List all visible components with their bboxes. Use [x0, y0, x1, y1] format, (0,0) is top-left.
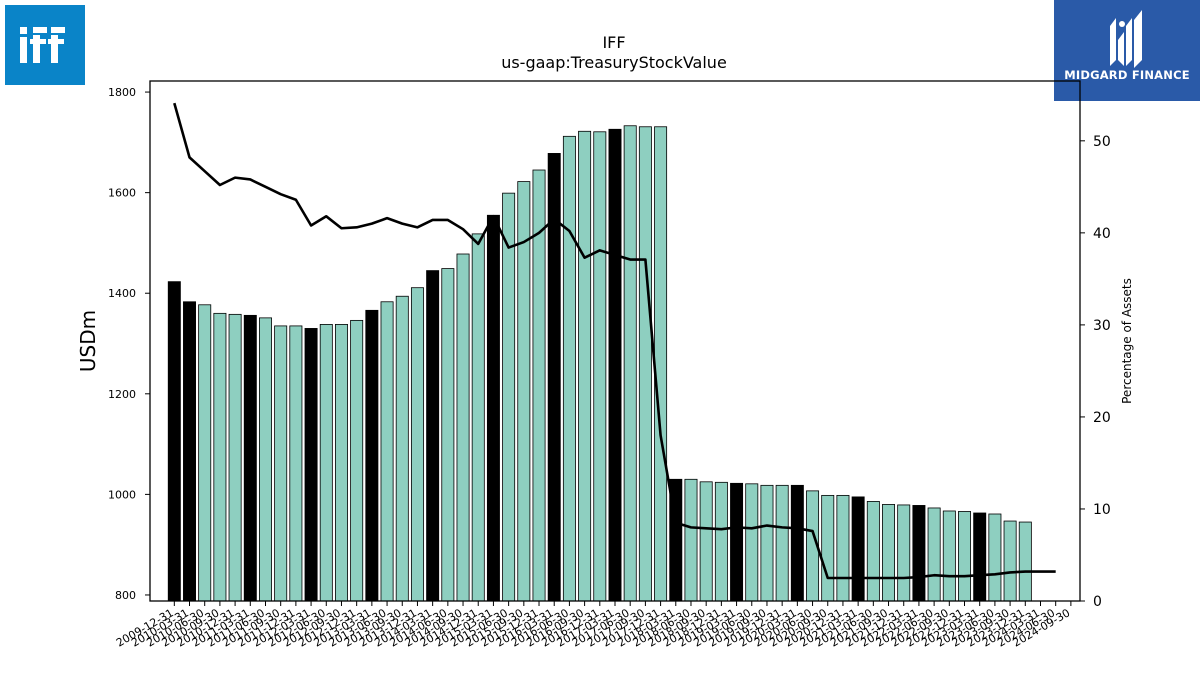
- bar: [380, 301, 394, 602]
- bar: [593, 131, 607, 602]
- bar: [365, 309, 379, 602]
- bar: [775, 484, 789, 602]
- bar: [183, 301, 196, 602]
- midgard-logo-mark: [1110, 10, 1142, 68]
- y2-tick-label: 30: [1093, 318, 1111, 334]
- bar: [456, 253, 470, 602]
- bar: [638, 126, 652, 602]
- bar: [745, 483, 759, 602]
- y2-tick-label: 0: [1093, 594, 1102, 610]
- y2-tick-label: 40: [1093, 226, 1111, 242]
- bar: [213, 312, 227, 602]
- chart-title: IFF: [602, 33, 625, 52]
- bar-series: [167, 125, 1032, 602]
- bar: [882, 504, 896, 602]
- midgard-finance-logo: [1054, 0, 1200, 101]
- bar: [228, 313, 242, 602]
- bar: [714, 481, 728, 602]
- iff-logo-mark: [20, 27, 65, 63]
- percentage-line: [173, 102, 1056, 580]
- bar: [973, 512, 987, 602]
- bar: [350, 319, 364, 602]
- y-tick-label: 1800: [108, 86, 136, 99]
- bar: [426, 270, 440, 602]
- y2-tick-label: 10: [1093, 502, 1111, 518]
- bar: [699, 481, 713, 602]
- bar: [410, 287, 424, 602]
- y-axis-right: 0 10 20 30 40 50: [1080, 134, 1111, 610]
- iff-logo-background: [5, 5, 85, 85]
- y-tick-label: 800: [115, 589, 136, 602]
- bar: [259, 317, 272, 602]
- y-tick-label: 1400: [108, 287, 136, 300]
- y2-axis-label: Percentage of Assets: [1120, 278, 1134, 404]
- bar: [471, 233, 485, 602]
- bar: [441, 268, 455, 602]
- x-axis: 2009-12-312010-03-312010-06-302010-09-30…: [114, 601, 1072, 650]
- bar: [623, 125, 637, 602]
- bar: [334, 324, 348, 602]
- bar: [608, 128, 622, 602]
- bar: [790, 484, 804, 602]
- bar: [760, 484, 774, 602]
- bar: [1003, 520, 1017, 602]
- bar: [942, 510, 956, 602]
- bar: [836, 494, 850, 602]
- y2-tick-label: 20: [1093, 410, 1111, 426]
- bar: [486, 214, 500, 602]
- iff-logo: [5, 5, 85, 85]
- bar: [988, 513, 1002, 602]
- bar: [851, 496, 865, 602]
- bar: [167, 281, 181, 602]
- bar: [243, 314, 257, 602]
- bar: [319, 324, 333, 602]
- chart-subtitle: us-gaap:TreasuryStockValue: [501, 53, 727, 72]
- y-axis-label: USDm: [76, 310, 100, 372]
- bar: [198, 304, 212, 602]
- y-axis-left: 800 1000 1200 1400 1600 1800: [108, 86, 150, 602]
- y-tick-label: 1200: [108, 388, 136, 401]
- bar: [927, 507, 941, 602]
- y-tick-label: 1000: [108, 488, 136, 501]
- bar: [578, 130, 592, 602]
- midgard-logo-text: MIDGARD FINANCE: [1064, 68, 1190, 82]
- bar: [821, 494, 835, 602]
- line-series: [173, 102, 1056, 580]
- y2-tick-label: 50: [1093, 134, 1111, 150]
- bar: [958, 511, 971, 602]
- bar: [562, 135, 576, 602]
- bar: [912, 505, 926, 602]
- bar: [866, 501, 880, 602]
- bar: [304, 328, 318, 602]
- bar: [274, 325, 288, 602]
- bar: [1018, 521, 1032, 602]
- bar: [654, 126, 668, 602]
- bar: [897, 504, 911, 602]
- bar: [395, 295, 409, 602]
- bar: [289, 325, 303, 602]
- y-tick-label: 1600: [108, 187, 136, 200]
- bar: [502, 192, 516, 602]
- bar: [730, 482, 744, 602]
- bar: [684, 478, 698, 602]
